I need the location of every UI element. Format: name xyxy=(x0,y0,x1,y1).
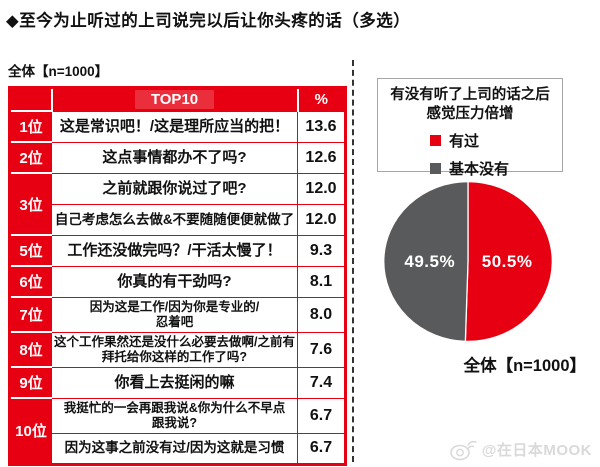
table-row: 10位 我挺忙的一会再跟我说&你为什么不早点 跟我说? 6.7 xyxy=(9,397,346,465)
phrase-cell: 之前就跟你说过了吧? xyxy=(51,172,298,205)
table-row: 8位 这个工作果然还是没什么必要去做啊/之前有 拜托给你这样的工作了吗? 7.6 xyxy=(9,331,346,368)
rank-cell: 8位 xyxy=(9,331,52,368)
sample-size-caption-left: 全体【n=1000】 xyxy=(8,64,109,79)
rank-cell: 3位 xyxy=(9,172,52,236)
table-row: 7位 因为这是工作/因为你是专业的/ 忍着吧 8.0 xyxy=(9,296,346,333)
table-row: 自己考虑怎么去做&不要随随便便就做了 12.0 xyxy=(10,203,346,236)
phrase-cell: 这点事情都办不了吗? xyxy=(51,141,298,174)
table-row: 6位 你真的有干劲吗? 8.1 xyxy=(9,265,346,298)
phrase-cell: 这个工作果然还是没什么必要去做啊/之前有 拜托给你这样的工作了吗? xyxy=(51,331,298,368)
pie-legend: 有过 基本没有 xyxy=(430,130,562,179)
percent-cell: 12.0 xyxy=(297,172,346,205)
legend-label: 有过 xyxy=(449,132,480,150)
phrase-cell: 你看上去挺闲的嘛 xyxy=(51,366,298,399)
phrase-cell: 因为这事之前没有过/因为这就是习惯 xyxy=(51,432,298,465)
phrase-cell: 因为这是工作/因为你是专业的/ 忍着吧 xyxy=(51,296,298,333)
pie-chart: 49.5% 50.5% xyxy=(382,180,554,343)
percent-cell: 8.0 xyxy=(297,296,346,333)
phrase-cell: 工作还没做完吗？/干活太慢了！ xyxy=(51,234,298,267)
phrase-cell: 我挺忙的一会再跟我说&你为什么不早点 跟我说? xyxy=(51,397,298,434)
percent-cell: 12.0 xyxy=(297,203,346,236)
watermark-text: @在日本MOOK xyxy=(481,442,592,459)
pie-question-line2: 感觉压力倍增 xyxy=(426,105,514,122)
rank-column-header xyxy=(9,87,53,111)
percent-cell: 13.6 xyxy=(297,110,346,143)
page-title: ◆至今为止听过的上司说完以后让你头疼的话（多选） xyxy=(6,12,411,30)
phrase-cell: 自己考虑怎么去做&不要随随便便就做了 xyxy=(51,203,298,236)
watermark: @在日本MOOK xyxy=(449,438,592,461)
rank-cell: 1位 xyxy=(9,110,52,143)
legend-swatch-red xyxy=(430,134,441,146)
rank-cell: 9位 xyxy=(9,366,52,399)
sample-size-caption-right: 全体【n=1000】 xyxy=(463,357,586,375)
rank-cell: 6位 xyxy=(9,265,52,298)
table-row: 因为这事之前没有过/因为这就是习惯 6.7 xyxy=(10,432,346,465)
legend-item-jiben-meiyou: 基本没有 xyxy=(430,158,562,179)
legend-item-youguo: 有过 xyxy=(430,130,562,151)
pie-slice-label-red: 50.5% xyxy=(481,251,533,271)
top10-column-header: TOP10 xyxy=(51,87,299,111)
percent-cell: 9.3 xyxy=(297,234,346,267)
rank-cell: 7位 xyxy=(9,296,52,333)
table-row: 5位 工作还没做完吗？/干活太慢了！ 9.3 xyxy=(9,234,346,267)
pie-question-legend-box: 有没有听了上司的话之后 感觉压力倍增 有过 基本没有 xyxy=(377,78,563,178)
phrase-cell: 你真的有干劲吗? xyxy=(51,265,298,298)
table-row: 1位 这是常识吧！/这是理所应当的把！ 13.6 xyxy=(9,110,346,143)
pie-question-title: 有没有听了上司的话之后 感觉压力倍增 xyxy=(378,86,562,124)
table-row: 9位 你看上去挺闲的嘛 7.4 xyxy=(9,366,346,399)
percent-cell: 12.6 xyxy=(297,141,346,174)
table-header-row: TOP10 % xyxy=(9,87,346,111)
rank-cell: 2位 xyxy=(9,141,52,174)
rank-cell: 5位 xyxy=(9,234,52,267)
pie-question-line1: 有没有听了上司的话之后 xyxy=(390,87,550,103)
pie-slice-label-gray: 49.5% xyxy=(404,251,456,271)
percent-cell: 7.6 xyxy=(297,331,346,368)
percent-cell: 8.1 xyxy=(297,265,346,298)
table-row: 3位 之前就跟你说过了吧? 12.0 xyxy=(9,172,346,236)
pie-chart-svg xyxy=(383,181,553,342)
table-row: 2位 这点事情都办不了吗? 12.6 xyxy=(9,141,346,174)
percent-cell: 6.7 xyxy=(297,432,346,465)
top10-ranking-table: TOP10 % 1位 这是常识吧！/这是理所应当的把！ 13.6 2位 这点事情… xyxy=(8,86,347,466)
weibo-logo-icon xyxy=(449,440,477,461)
legend-label: 基本没有 xyxy=(449,160,510,178)
phrase-cell: 这是常识吧！/这是理所应当的把！ xyxy=(51,110,298,143)
percent-cell: 6.7 xyxy=(297,397,346,434)
top10-header-highlight: TOP10 xyxy=(134,90,215,110)
vertical-dashed-divider xyxy=(352,60,354,462)
percent-cell: 7.4 xyxy=(297,366,346,399)
rank-cell: 10位 xyxy=(9,397,52,465)
legend-swatch-gray xyxy=(430,162,441,174)
percent-column-header: % xyxy=(297,87,346,111)
